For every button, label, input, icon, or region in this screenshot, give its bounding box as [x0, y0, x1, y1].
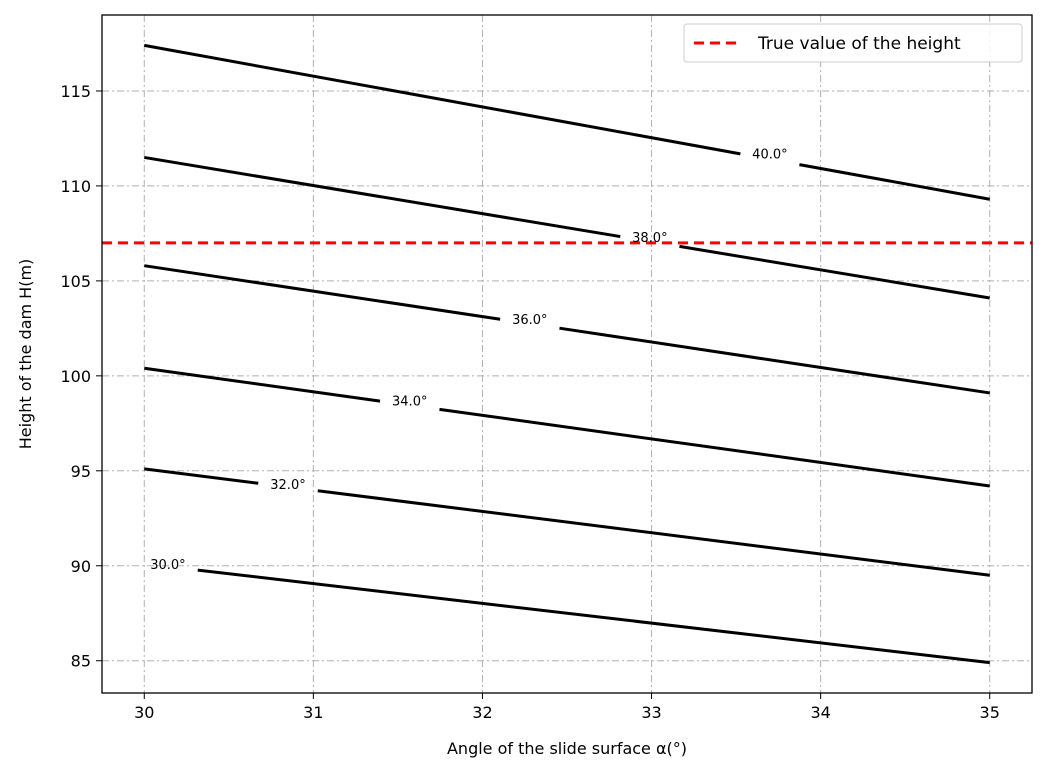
legend-box — [683, 23, 1023, 63]
contour-line — [144, 155, 621, 239]
y-tick-label: 115 — [60, 82, 91, 101]
y-tick-label: 90 — [71, 557, 91, 576]
contour-label: 34.0° — [392, 395, 427, 410]
y-axis-ticks: 85 90 95 100 105 110 115 — [60, 82, 102, 671]
contour-line-group: 36.0° — [144, 264, 990, 395]
y-tick-label: 95 — [71, 462, 91, 481]
x-tick-label: 33 — [641, 703, 661, 722]
y-tick-label: 100 — [60, 367, 91, 386]
contour-lines: 30.0° 32.0° 34.0° 36.0° 38.0° 40.0° — [144, 43, 990, 665]
contour-label: 40.0° — [752, 148, 787, 163]
grid — [102, 15, 1032, 693]
x-axis-label: Angle of the slide surface α(°) — [447, 739, 687, 758]
contour-line — [144, 467, 259, 485]
contour-line — [679, 244, 990, 300]
contour-line-group: 34.0° — [144, 366, 990, 488]
y-tick-label: 85 — [71, 652, 91, 671]
x-tick-label: 35 — [980, 703, 1000, 722]
y-tick-label: 110 — [60, 177, 91, 196]
contour-line — [799, 163, 990, 201]
contour-line-group: 40.0° — [144, 43, 990, 201]
contour-label: 32.0° — [270, 478, 305, 493]
contour-line-group: 30.0° — [150, 558, 990, 665]
y-tick-label: 105 — [60, 272, 91, 291]
contour-label: 30.0° — [150, 558, 185, 573]
contour-line — [197, 568, 990, 665]
x-axis-ticks: 30 31 32 33 34 35 — [134, 693, 1000, 722]
contour-line — [144, 43, 741, 156]
contour-line-group: 38.0° — [144, 155, 990, 300]
contour-line — [559, 326, 990, 395]
contour-line — [439, 407, 990, 488]
y-axis-label: Height of the dam H(m) — [16, 259, 35, 450]
contour-line-group: 32.0° — [144, 467, 990, 577]
legend: True value of the height — [683, 23, 1023, 63]
contour-line — [317, 489, 990, 577]
x-tick-label: 32 — [472, 703, 492, 722]
legend-label: True value of the height — [757, 34, 961, 54]
contour-line — [144, 366, 381, 403]
x-tick-label: 30 — [134, 703, 154, 722]
plot-frame — [101, 14, 1033, 694]
contour-label: 38.0° — [632, 231, 667, 246]
contour-line — [144, 264, 501, 321]
contour-label: 36.0° — [512, 313, 547, 328]
x-tick-label: 31 — [303, 703, 323, 722]
x-tick-label: 34 — [810, 703, 830, 722]
